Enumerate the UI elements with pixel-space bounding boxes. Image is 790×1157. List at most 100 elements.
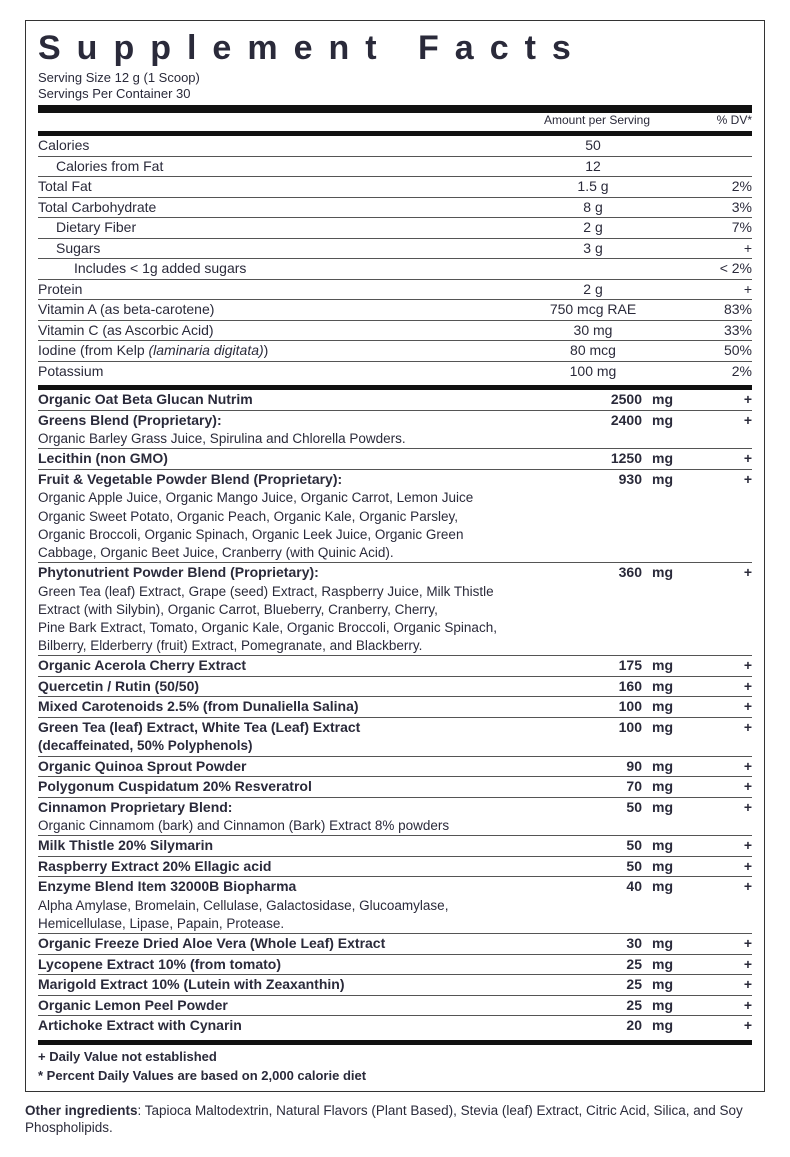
row-name: Lecithin (non GMO): [38, 450, 542, 468]
table-row: Greens Blend (Proprietary):2400mg+: [38, 410, 752, 431]
row-name: Artichoke Extract with Cynarin: [38, 1017, 542, 1035]
header-dv: % DV*: [672, 113, 752, 127]
table-row: Organic Freeze Dried Aloe Vera (Whole Le…: [38, 933, 752, 954]
table-row: Organic Quinoa Sprout Powder90mg+: [38, 756, 752, 777]
row-amount: [518, 260, 672, 278]
row-dv: +: [692, 799, 752, 817]
serving-size: Serving Size 12 g (1 Scoop): [38, 70, 752, 86]
row-name: Calories: [38, 137, 518, 155]
row-name: Sugars: [38, 240, 518, 258]
row-name: Enzyme Blend Item 32000B Biopharma: [38, 878, 542, 896]
row-dv: +: [692, 678, 752, 696]
table-row: Phytonutrient Powder Blend (Proprietary)…: [38, 562, 752, 583]
row-amount: 50: [542, 799, 646, 817]
table-row: Polygonum Cuspidatum 20% Resveratrol70mg…: [38, 776, 752, 797]
row-dv: +: [692, 878, 752, 896]
row-amount: 100: [542, 719, 646, 737]
row-amount: 12: [518, 158, 672, 176]
ingredient-subtext: Organic Apple Juice, Organic Mango Juice…: [38, 490, 752, 506]
row-amount: 1250: [542, 450, 646, 468]
table-row: Lycopene Extract 10% (from tomato)25mg+: [38, 954, 752, 975]
row-name: Mixed Carotenoids 2.5% (from Dunaliella …: [38, 698, 542, 716]
row-amount: 3 g: [518, 240, 672, 258]
row-amount: 100: [542, 698, 646, 716]
row-name: Greens Blend (Proprietary):: [38, 412, 542, 430]
row-name: Organic Lemon Peel Powder: [38, 997, 542, 1015]
row-unit: mg: [646, 412, 692, 430]
row-dv: +: [672, 281, 752, 299]
other-ingredients: Other ingredients: Tapioca Maltodextrin,…: [25, 1102, 765, 1137]
row-dv: +: [692, 956, 752, 974]
table-row: Organic Lemon Peel Powder25mg+: [38, 995, 752, 1016]
row-amount: 2400: [542, 412, 646, 430]
table-row: Vitamin C (as Ascorbic Acid)30 mg33%: [38, 320, 752, 341]
ingredient-subtext: Organic Barley Grass Juice, Spirulina an…: [38, 431, 752, 447]
row-dv: 33%: [672, 322, 752, 340]
row-dv: +: [692, 997, 752, 1015]
row-dv: 7%: [672, 219, 752, 237]
row-dv: 2%: [672, 363, 752, 381]
column-header: Amount per Serving % DV*: [38, 113, 752, 127]
row-name: Polygonum Cuspidatum 20% Resveratrol: [38, 778, 542, 796]
row-amount: 25: [542, 997, 646, 1015]
row-unit: mg: [646, 564, 692, 582]
row-amount: 1.5 g: [518, 178, 672, 196]
footnote-percent-dv: * Percent Daily Values are based on 2,00…: [38, 1064, 752, 1083]
row-unit: mg: [646, 471, 692, 489]
ingredients-section: Organic Oat Beta Glucan Nutrim2500mg+Gre…: [38, 390, 752, 1035]
row-dv: +: [692, 858, 752, 876]
table-row: Enzyme Blend Item 32000B Biopharma40mg+: [38, 876, 752, 897]
row-amount: 40: [542, 878, 646, 896]
table-row: Includes < 1g added sugars< 2%: [38, 258, 752, 279]
row-dv: +: [692, 778, 752, 796]
row-amount: 30: [542, 935, 646, 953]
row-unit: mg: [646, 858, 692, 876]
row-dv: +: [692, 1017, 752, 1035]
row-unit: mg: [646, 678, 692, 696]
row-name: Total Carbohydrate: [38, 199, 518, 217]
row-unit: mg: [646, 758, 692, 776]
row-amount: 2500: [542, 391, 646, 409]
row-amount: 8 g: [518, 199, 672, 217]
table-row: Calories from Fat12: [38, 156, 752, 177]
row-dv: +: [672, 240, 752, 258]
servings-per: Servings Per Container 30: [38, 86, 752, 102]
row-unit: mg: [646, 450, 692, 468]
row-unit: mg: [646, 976, 692, 994]
row-unit: mg: [646, 997, 692, 1015]
table-row: Protein2 g+: [38, 279, 752, 300]
ingredient-subtext: Hemicellulase, Lipase, Papain, Protease.: [38, 916, 752, 932]
row-name: Total Fat: [38, 178, 518, 196]
row-dv: +: [692, 657, 752, 675]
row-amount: 70: [542, 778, 646, 796]
row-amount: 25: [542, 976, 646, 994]
row-unit: mg: [646, 956, 692, 974]
row-name: Quercetin / Rutin (50/50): [38, 678, 542, 696]
row-amount: 25: [542, 956, 646, 974]
row-name: Fruit & Vegetable Powder Blend (Propriet…: [38, 471, 542, 489]
table-row: Green Tea (leaf) Extract, White Tea (Lea…: [38, 717, 752, 738]
table-row: Artichoke Extract with Cynarin20mg+: [38, 1015, 752, 1036]
row-dv: +: [692, 719, 752, 737]
row-name: Organic Acerola Cherry Extract: [38, 657, 542, 675]
row-name: Potassium: [38, 363, 518, 381]
row-name: Green Tea (leaf) Extract, White Tea (Lea…: [38, 719, 542, 737]
row-dv: 83%: [672, 301, 752, 319]
row-name: Includes < 1g added sugars: [38, 260, 518, 278]
row-name: Organic Oat Beta Glucan Nutrim: [38, 391, 542, 409]
panel-title: Supplement Facts: [38, 29, 752, 68]
ingredient-subtext: Extract (with Silybin), Organic Carrot, …: [38, 602, 752, 618]
row-name: Raspberry Extract 20% Ellagic acid: [38, 858, 542, 876]
row-dv: 3%: [672, 199, 752, 217]
table-row: Fruit & Vegetable Powder Blend (Propriet…: [38, 469, 752, 490]
ingredient-subtext: Alpha Amylase, Bromelain, Cellulase, Gal…: [38, 898, 752, 914]
row-amount: 80 mcg: [518, 342, 672, 360]
row-unit: mg: [646, 391, 692, 409]
row-name: Marigold Extract 10% (Lutein with Zeaxan…: [38, 976, 542, 994]
row-dv: +: [692, 935, 752, 953]
row-unit: mg: [646, 837, 692, 855]
row-dv: 50%: [672, 342, 752, 360]
table-row: Marigold Extract 10% (Lutein with Zeaxan…: [38, 974, 752, 995]
row-dv: +: [692, 564, 752, 582]
footnote-dv-not-established: + Daily Value not established: [38, 1045, 752, 1064]
